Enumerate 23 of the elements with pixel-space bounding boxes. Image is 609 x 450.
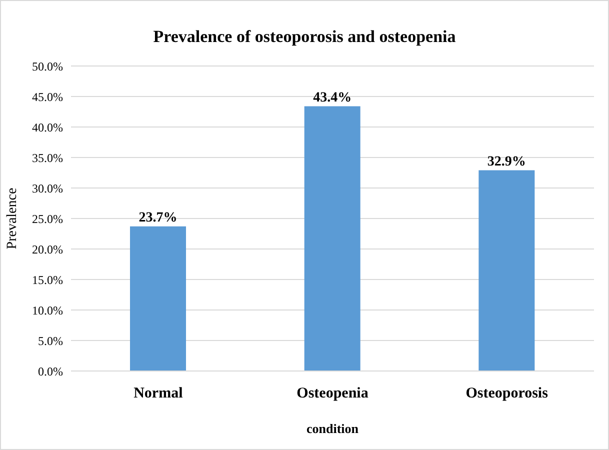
y-tick-label: 40.0% <box>32 120 63 134</box>
y-tick-label: 5.0% <box>38 334 63 348</box>
y-tick-label: 15.0% <box>32 272 63 287</box>
y-tick-label: 20.0% <box>32 242 63 256</box>
data-label: 32.9% <box>487 154 526 170</box>
bar <box>130 226 186 371</box>
bar <box>478 170 535 371</box>
y-axis-title: Prevalence <box>4 188 20 250</box>
chart-title: Prevalence of osteoporosis and osteopenia <box>152 27 457 47</box>
x-tick-label: Osteopenia <box>296 386 369 402</box>
y-tick-label: 10.0% <box>32 303 63 318</box>
data-label: 43.4% <box>313 90 352 106</box>
y-tick-label: 25.0% <box>32 212 63 226</box>
y-tick-label: 0.0% <box>38 364 63 378</box>
x-tick-label: Normal <box>134 386 183 402</box>
y-tick-label: 30.0% <box>32 181 63 196</box>
data-label: 23.7% <box>138 210 178 226</box>
y-tick-label: 45.0% <box>32 90 63 104</box>
x-axis-title: condition <box>306 421 360 436</box>
bar <box>304 106 360 371</box>
y-tick-label: 35.0% <box>32 150 63 165</box>
y-tick-label: 50.0% <box>32 59 63 74</box>
x-tick-label: Osteoporosis <box>466 386 548 402</box>
